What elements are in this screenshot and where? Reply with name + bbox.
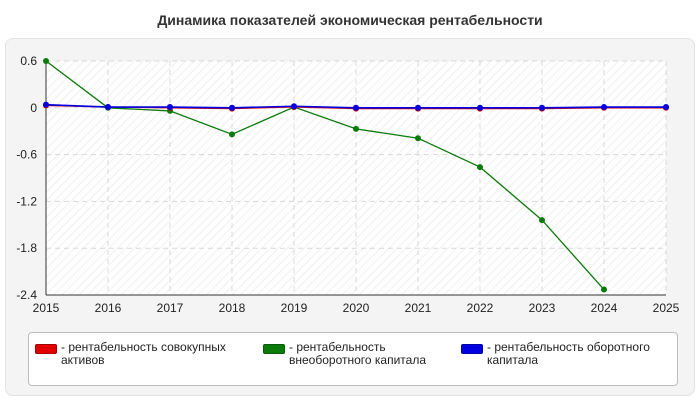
data-point [601,104,607,111]
legend-label-working-capital: - рентабельность оборотного капитала [487,341,650,367]
x-tick-label: 2015 [33,301,60,315]
data-point [353,125,359,132]
y-tick-label: 0 [30,101,37,115]
legend: - рентабельность совокупных активов - ре… [28,332,678,386]
x-tick-label: 2022 [467,301,494,315]
x-tick-label: 2025 [653,301,680,315]
data-point [663,104,669,111]
data-point [167,104,173,111]
data-point [415,135,421,142]
legend-label-fixed-capital: - рентабельность внеоборотного капитала [289,341,426,367]
y-tick-label: -0.6 [16,148,37,162]
legend-label-line: - рентабельность оборотного [487,340,650,354]
data-point [353,104,359,111]
y-tick-label: 0.6 [20,54,37,68]
legend-label-line: внеоборотного капитала [289,353,426,367]
y-tick-label: -2.4 [16,288,37,302]
data-point [415,104,421,111]
data-point [601,286,607,293]
x-tick-label: 2021 [405,301,432,315]
data-point [105,104,111,111]
legend-swatch-fixed-capital [263,344,285,354]
legend-label-line: - рентабельность [289,340,386,354]
legend-item-fixed-capital[interactable]: - рентабельность внеоборотного капитала [263,341,426,367]
y-tick-label: -1.2 [16,194,37,208]
legend-swatch-total-assets [35,344,57,354]
data-point [477,104,483,111]
legend-label-total-assets: - рентабельность совокупных активов [61,341,226,367]
x-tick-label: 2024 [591,301,618,315]
x-tick-label: 2023 [529,301,556,315]
data-point [539,104,545,111]
data-point [539,217,545,224]
data-point [229,131,235,138]
y-tick-label: -1.8 [16,241,37,255]
x-tick-label: 2019 [281,301,308,315]
legend-label-line: капитала [487,353,539,367]
x-tick-label: 2018 [219,301,246,315]
legend-label-line: активов [61,353,105,367]
legend-item-working-capital[interactable]: - рентабельность оборотного капитала [461,341,650,367]
series-line [45,60,605,290]
data-point [229,104,235,111]
x-tick-label: 2016 [95,301,122,315]
legend-label-line: - рентабельность совокупных [61,340,226,354]
legend-swatch-working-capital [461,344,483,354]
data-point [43,101,49,108]
x-tick-label: 2017 [157,301,184,315]
data-point [291,103,297,110]
chart-title: Динамика показателей экономическая рента… [157,12,543,28]
data-point [477,164,483,171]
x-tick-label: 2020 [343,301,370,315]
legend-item-total-assets[interactable]: - рентабельность совокупных активов [35,341,226,367]
data-point [43,58,49,64]
